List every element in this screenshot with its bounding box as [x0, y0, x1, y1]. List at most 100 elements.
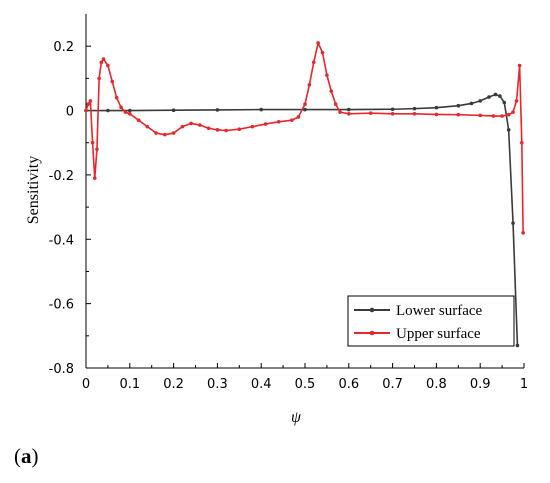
data-point-upper-surface — [206, 126, 211, 131]
data-point-upper-surface — [296, 115, 301, 119]
data-point-upper-surface — [154, 131, 158, 135]
data-point-lower-surface — [390, 107, 395, 112]
axes-layer — [85, 14, 525, 369]
data-point-upper-surface — [114, 95, 119, 100]
data-point-upper-surface — [119, 105, 123, 110]
data-point-lower-surface — [215, 108, 220, 112]
data-point-upper-surface — [92, 176, 97, 180]
data-point-upper-surface — [290, 118, 294, 122]
data-point-upper-surface — [250, 124, 255, 129]
legend-box — [347, 295, 515, 347]
data-point-lower-surface — [347, 107, 351, 112]
legend-label-upper: Upper surface — [396, 326, 481, 342]
data-point-lower-surface — [106, 108, 110, 113]
panel-label: (a) — [14, 444, 39, 469]
data-point-upper-surface — [412, 111, 417, 116]
data-point-upper-surface — [86, 102, 90, 106]
data-point-upper-surface — [97, 76, 101, 81]
data-point-upper-surface — [106, 63, 110, 68]
data-point-lower-surface — [511, 221, 515, 225]
data-point-upper-surface — [101, 57, 106, 61]
data-point-upper-surface — [237, 127, 242, 132]
data-point-upper-surface — [263, 122, 268, 126]
data-point-upper-surface — [368, 111, 373, 115]
legend-marker-lower — [369, 307, 375, 313]
data-point-upper-surface — [224, 128, 228, 133]
data-point-lower-surface — [303, 107, 307, 112]
data-point-upper-surface — [456, 112, 461, 117]
data-point-upper-surface — [329, 89, 334, 94]
panel-label-letter: a — [21, 444, 32, 468]
data-point-upper-surface — [520, 140, 524, 145]
legend-label-lower: Lower surface — [396, 303, 483, 319]
series-layer — [84, 41, 525, 348]
data-point-upper-surface — [88, 99, 93, 103]
series-line-upper-surface — [85, 42, 524, 233]
data-point-upper-surface — [478, 113, 483, 118]
data-point-upper-surface — [215, 128, 220, 132]
x-tick-label: 0.3 — [207, 377, 228, 392]
x-tick-label: 0.2 — [163, 377, 184, 392]
x-axis-label: ψ — [291, 409, 302, 426]
data-point-lower-surface — [128, 108, 132, 113]
data-point-lower-surface — [259, 107, 264, 112]
data-point-lower-surface — [434, 105, 439, 110]
data-point-upper-surface — [491, 114, 496, 118]
y-axis-label: Sensitivity — [25, 156, 42, 224]
data-point-lower-surface — [469, 101, 474, 106]
data-point-upper-surface — [316, 41, 320, 45]
data-point-upper-surface — [90, 140, 95, 145]
x-tick-label: 0.5 — [295, 377, 316, 392]
data-point-upper-surface — [511, 110, 515, 114]
x-tick-label: 0.4 — [251, 377, 272, 392]
legend-marker-upper — [369, 330, 375, 336]
data-point-upper-surface — [434, 112, 439, 117]
data-point-upper-surface — [506, 112, 511, 117]
data-point-upper-surface — [163, 132, 167, 137]
data-point-upper-surface — [500, 114, 504, 118]
y-tick-label: -0.8 — [49, 362, 74, 377]
y-tick-label: 0.2 — [53, 40, 74, 55]
data-point-upper-surface — [99, 60, 104, 65]
data-point-upper-surface — [303, 102, 307, 106]
data-point-upper-surface — [325, 73, 329, 77]
tick-labels: 0 0.1 0.2 0.3 0.4 0.5 0.6 0.7 0.8 0.9 1 0.2 0 -0.2 -0.… — [49, 40, 529, 392]
data-point-upper-surface — [311, 60, 316, 65]
data-point-upper-surface — [307, 83, 312, 87]
data-point-upper-surface — [123, 110, 128, 114]
data-point-upper-surface — [514, 99, 519, 103]
data-point-lower-surface — [412, 106, 417, 111]
panel-label-open-paren: ( — [14, 444, 21, 468]
data-point-upper-surface — [136, 118, 141, 122]
data-point-lower-surface — [487, 95, 491, 99]
x-tick-label: 0 — [82, 377, 90, 392]
data-point-lower-surface — [498, 94, 502, 98]
panel-label-close-paren: ) — [31, 444, 39, 468]
x-tick-label: 1 — [520, 377, 528, 392]
legend: Lower surface Upper surface — [347, 295, 515, 347]
x-tick-label: 0.9 — [470, 377, 491, 392]
data-point-upper-surface — [517, 63, 522, 68]
data-point-upper-surface — [171, 131, 176, 135]
y-tick-label: 0 — [66, 105, 74, 120]
x-tick-label: 0.1 — [119, 377, 140, 392]
y-tick-label: -0.4 — [49, 233, 74, 248]
x-tick-label: 0.6 — [338, 377, 359, 392]
data-point-upper-surface — [347, 111, 351, 116]
data-point-upper-surface — [521, 231, 525, 235]
data-point-upper-surface — [95, 147, 99, 151]
y-tick-label: -0.2 — [49, 169, 74, 184]
data-point-upper-surface — [338, 110, 342, 114]
data-point-upper-surface — [180, 124, 185, 129]
data-point-upper-surface — [333, 102, 338, 106]
data-point-lower-surface — [478, 99, 483, 103]
data-point-upper-surface — [320, 50, 325, 55]
data-point-upper-surface — [189, 121, 193, 126]
data-point-lower-surface — [502, 100, 507, 105]
data-point-upper-surface — [390, 111, 395, 116]
data-point-upper-surface — [145, 124, 150, 129]
data-point-lower-surface — [171, 108, 176, 113]
data-point-upper-surface — [276, 120, 281, 124]
y-tick-label: -0.6 — [49, 298, 74, 313]
